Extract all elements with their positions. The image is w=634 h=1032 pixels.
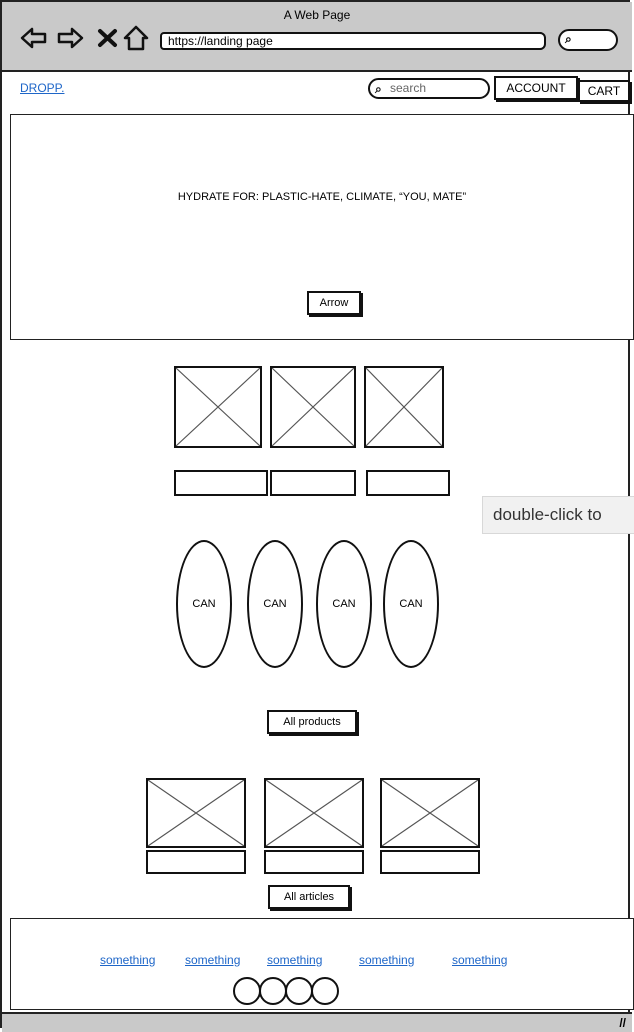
- back-arrow-icon[interactable]: [20, 24, 48, 52]
- site-logo-link[interactable]: DROPP.: [20, 81, 65, 95]
- social-icon-circle[interactable]: [259, 977, 287, 1005]
- search-icon: ⌕: [375, 82, 382, 96]
- article-caption-box: [264, 850, 364, 874]
- browser-search-box[interactable]: ⌕: [558, 29, 618, 51]
- caption-box: [366, 470, 450, 496]
- account-button[interactable]: ACCOUNT: [494, 76, 578, 100]
- image-placeholder: [174, 366, 262, 448]
- article-image-placeholder: [380, 778, 480, 848]
- window-title: A Web Page: [283, 8, 351, 22]
- home-icon[interactable]: [122, 24, 150, 52]
- site-search-input[interactable]: ⌕ search: [368, 78, 490, 99]
- forward-arrow-icon[interactable]: [56, 24, 84, 52]
- article-caption-box: [146, 850, 246, 874]
- article-image-placeholder: [264, 778, 364, 848]
- image-placeholder: [364, 366, 444, 448]
- hero-arrow-button[interactable]: Arrow: [307, 291, 361, 315]
- address-bar[interactable]: https://landing page: [160, 32, 544, 50]
- footer-link[interactable]: something: [100, 953, 156, 967]
- can-product[interactable]: CAN: [383, 540, 439, 668]
- browser-toolbar: A Web Page https://landing page ⌕: [2, 2, 632, 72]
- tooltip: double-click to: [482, 496, 634, 534]
- social-icon-circle[interactable]: [233, 977, 261, 1005]
- footer-link[interactable]: something: [359, 953, 415, 967]
- can-product[interactable]: CAN: [176, 540, 232, 668]
- caption-box: [270, 470, 356, 496]
- all-articles-button[interactable]: All articles: [268, 885, 350, 909]
- footer-link[interactable]: something: [185, 953, 241, 967]
- search-placeholder: search: [390, 81, 427, 95]
- hero-headline: HYDRATE FOR: PLASTIC-HATE, CLIMATE, “YOU…: [177, 191, 467, 203]
- footer: something something something something …: [10, 918, 634, 1010]
- image-placeholder: [270, 366, 356, 448]
- social-icon-circle[interactable]: [311, 977, 339, 1005]
- can-product[interactable]: CAN: [316, 540, 372, 668]
- caption-box: [174, 470, 268, 496]
- status-bar: //: [2, 1012, 632, 1032]
- footer-link[interactable]: something: [452, 953, 508, 967]
- can-product[interactable]: CAN: [247, 540, 303, 668]
- hero-banner: HYDRATE FOR: PLASTIC-HATE, CLIMATE, “YOU…: [10, 114, 634, 340]
- cart-button[interactable]: CART: [578, 80, 630, 102]
- social-icon-circle[interactable]: [285, 977, 313, 1005]
- close-icon[interactable]: [94, 24, 122, 52]
- search-icon: ⌕: [565, 32, 572, 46]
- article-image-placeholder: [146, 778, 246, 848]
- footer-link[interactable]: something: [267, 953, 323, 967]
- address-bar-end: [538, 32, 546, 50]
- all-products-button[interactable]: All products: [267, 710, 357, 734]
- resize-grip-icon[interactable]: //: [619, 1016, 626, 1030]
- article-caption-box: [380, 850, 480, 874]
